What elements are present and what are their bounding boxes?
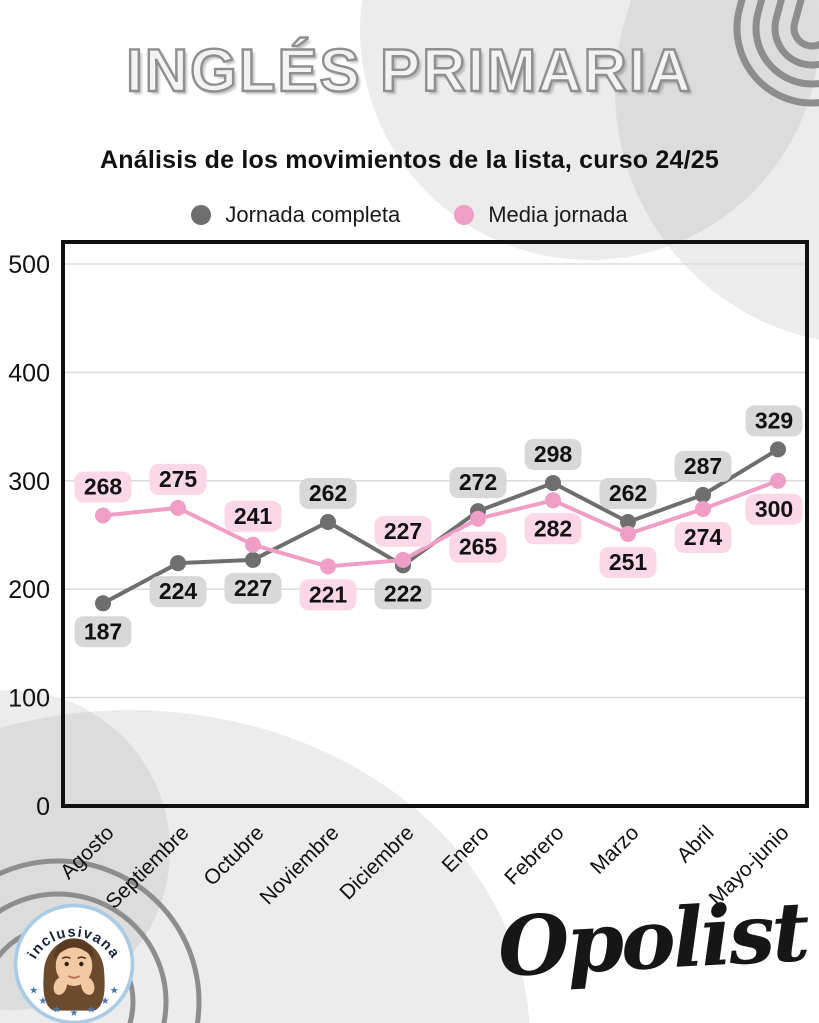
x-tick-abril: Abril [673, 821, 719, 867]
data-label-pill-media-jornada-mayo-junio [745, 493, 803, 525]
data-point-media-jornada-noviembre [320, 558, 336, 575]
data-point-media-jornada-septiembre [170, 499, 186, 516]
data-label-pill-jornada-completa-septiembre [149, 576, 207, 608]
data-point-media-jornada-mayo-junio [770, 472, 786, 489]
y-tick-200: 200 [8, 576, 50, 604]
data-label-media-jornada-septiembre: 275 [159, 466, 198, 492]
badge-stars: ★ ★ ★ ★ ★ ★ ★ [29, 985, 118, 1019]
star-icon: ★ [69, 1008, 78, 1019]
data-label-pill-media-jornada-octubre [224, 500, 282, 532]
data-label-media-jornada-octubre: 241 [234, 503, 273, 529]
data-label-jornada-completa-mayo-junio: 329 [755, 407, 793, 433]
y-tick-400: 400 [8, 359, 50, 387]
data-label-pill-media-jornada-diciembre [374, 515, 432, 547]
data-point-jornada-completa-mayo-junio [770, 441, 786, 458]
data-label-pill-media-jornada-febrero [524, 513, 582, 545]
data-label-jornada-completa-diciembre: 222 [384, 580, 422, 606]
data-point-jornada-completa-noviembre [320, 513, 336, 530]
data-label-media-jornada-diciembre: 227 [384, 518, 422, 544]
data-label-pill-media-jornada-marzo [599, 546, 657, 578]
data-label-pill-media-jornada-agosto [74, 471, 132, 503]
legend-dot-media-jornada [454, 205, 475, 225]
legend-dot-jornada-completa [191, 205, 212, 225]
y-tick-500: 500 [8, 251, 50, 279]
x-tick-agosto: Agosto [56, 821, 119, 884]
plot-border [61, 240, 809, 808]
data-point-jornada-completa-agosto [95, 595, 111, 612]
data-label-pill-jornada-completa-enero [449, 467, 507, 499]
data-label-pill-jornada-completa-noviembre [299, 477, 357, 509]
data-label-jornada-completa-agosto: 187 [84, 618, 122, 644]
data-point-jornada-completa-octubre [245, 551, 261, 568]
data-point-jornada-completa-febrero [545, 474, 561, 491]
girl-illustration [43, 938, 105, 1011]
data-label-pill-media-jornada-septiembre [149, 463, 207, 495]
data-point-media-jornada-febrero [545, 492, 561, 509]
data-label-media-jornada-febrero: 282 [534, 515, 572, 541]
y-tick-0: 0 [36, 793, 50, 821]
data-label-pill-jornada-completa-febrero [524, 438, 582, 470]
star-icon: ★ [29, 985, 38, 996]
star-icon: ★ [101, 996, 110, 1007]
series-line-media-jornada [101, 478, 780, 569]
data-point-jornada-completa-abril [695, 486, 711, 503]
page-subtitle: Análisis de los movimientos de la lista,… [100, 146, 719, 174]
data-label-media-jornada-enero: 265 [459, 534, 498, 560]
inclusivana-badge: inclusivana ★ ★ ★ ★ ★ ★ ★ [13, 903, 135, 1023]
data-label-pill-media-jornada-noviembre [299, 579, 357, 611]
data-label-media-jornada-mayo-junio: 300 [755, 496, 793, 522]
y-tick-100: 100 [8, 685, 50, 713]
brand-wordmark: Opolist [495, 883, 810, 997]
x-tick-marzo: Marzo [586, 821, 644, 879]
data-point-media-jornada-enero [470, 510, 486, 527]
star-icon: ★ [38, 996, 47, 1007]
x-tick-enero: Enero [438, 821, 494, 877]
data-label-media-jornada-marzo: 251 [609, 549, 648, 575]
chart-legend: Jornada completa Media jornada [0, 202, 819, 228]
data-point-jornada-completa-marzo [620, 513, 636, 530]
x-tick-octubre: Octubre [199, 821, 268, 890]
data-label-jornada-completa-noviembre: 262 [309, 480, 347, 506]
star-icon: ★ [87, 1004, 96, 1015]
data-label-jornada-completa-abril: 287 [684, 453, 722, 479]
legend-label-jornada-completa: Jornada completa [225, 202, 401, 227]
data-label-media-jornada-abril: 274 [684, 524, 723, 550]
x-tick-febrero: Febrero [500, 821, 568, 889]
data-label-pill-jornada-completa-agosto [74, 616, 132, 648]
y-tick-300: 300 [8, 468, 50, 496]
x-tick-diciembre: Diciembre [335, 821, 418, 904]
page-title: INGLÉS PRIMARIA [125, 36, 693, 105]
data-label-pill-jornada-completa-abril [674, 450, 732, 482]
data-point-media-jornada-agosto [95, 507, 111, 524]
data-label-jornada-completa-octubre: 227 [234, 575, 272, 601]
data-label-jornada-completa-septiembre: 224 [159, 578, 198, 604]
data-label-pill-media-jornada-abril [674, 521, 732, 553]
data-label-pill-jornada-completa-marzo [599, 477, 657, 509]
x-tick-noviembre: Noviembre [255, 821, 343, 909]
data-point-media-jornada-octubre [245, 536, 261, 553]
star-icon: ★ [52, 1004, 61, 1015]
data-label-media-jornada-agosto: 268 [84, 473, 123, 499]
data-point-media-jornada-diciembre [395, 551, 411, 568]
data-label-media-jornada-noviembre: 221 [309, 581, 348, 607]
data-label-pill-media-jornada-enero [449, 531, 507, 563]
data-point-media-jornada-abril [695, 500, 711, 517]
data-label-jornada-completa-febrero: 298 [534, 441, 573, 467]
star-icon: ★ [110, 985, 119, 996]
data-label-jornada-completa-enero: 272 [459, 469, 497, 495]
data-point-jornada-completa-septiembre [170, 555, 186, 572]
legend-label-media-jornada: Media jornada [488, 202, 628, 227]
data-label-pill-jornada-completa-diciembre [374, 578, 432, 610]
data-label-pill-jornada-completa-mayo-junio [745, 405, 803, 437]
data-label-jornada-completa-marzo: 262 [609, 480, 647, 506]
data-label-pill-jornada-completa-octubre [224, 572, 282, 604]
data-point-media-jornada-marzo [620, 525, 636, 542]
concentric-arcs-icon [733, 0, 819, 107]
